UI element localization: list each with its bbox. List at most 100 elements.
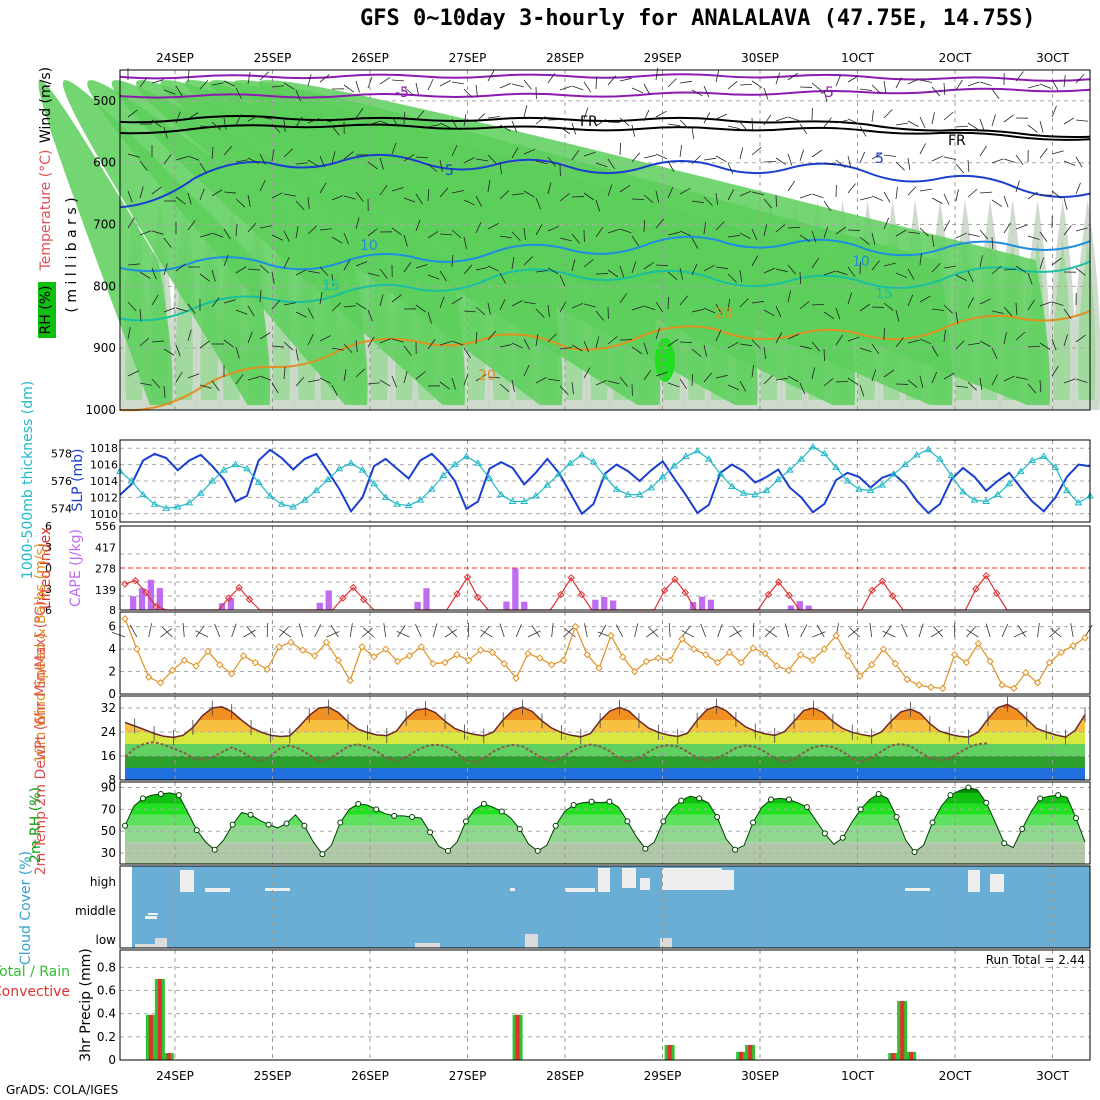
wind-barb: [415, 193, 423, 205]
date-label-top: 30SEP: [741, 51, 779, 65]
cape-bar: [521, 601, 528, 610]
wind-barb: [655, 218, 665, 229]
wind-barb: [715, 192, 719, 205]
wind-barb: [1075, 227, 1088, 232]
wind-speed-point: [405, 652, 414, 660]
wind-barb: [847, 155, 852, 168]
wind-barb: [811, 149, 823, 158]
wind-barb: [883, 262, 896, 267]
cape-bar: [787, 605, 795, 610]
wind-barb: [727, 162, 734, 175]
contour-label: 5: [445, 163, 454, 179]
wind-speed-point: [547, 661, 556, 669]
wind-barb: [1063, 75, 1066, 88]
wind-barb: [487, 180, 491, 193]
li-point: [868, 586, 876, 595]
wind-barb: [1051, 105, 1057, 118]
wind-barb: [943, 220, 950, 232]
wind-barb: [1003, 306, 1013, 317]
surface-wind-barb: [729, 629, 742, 638]
wind-barb: [679, 378, 688, 390]
wind-barb: [187, 155, 200, 161]
surface-wind-barb: [784, 623, 790, 638]
wind-barb: [1039, 342, 1051, 350]
thickness-point: [1028, 456, 1037, 463]
wind-barb: [691, 126, 695, 139]
wind-barb: [799, 300, 810, 310]
wind-barb: [175, 263, 186, 272]
wind-barb: [859, 151, 866, 164]
wind-barb: [751, 255, 759, 267]
wind-speed-point: [950, 650, 959, 659]
wind-speed-point: [488, 648, 497, 657]
wind-speed-point: [216, 661, 224, 669]
slp-tick-label: 1014: [90, 475, 118, 488]
wind-barb: [907, 339, 920, 344]
rh-point: [821, 830, 828, 837]
isotherm-line: [119, 114, 1091, 139]
wind-barb: [547, 304, 550, 317]
wind-barb: [727, 125, 740, 130]
wind-barb: [595, 226, 604, 238]
wind-barb: [463, 114, 467, 127]
wind-barb: [1075, 334, 1086, 343]
li-point: [889, 592, 897, 600]
wind-barb: [139, 271, 151, 279]
wind-barb: [619, 142, 622, 156]
wind-barb: [1015, 224, 1028, 230]
wind-speed-point: [1010, 684, 1018, 693]
wind-barb: [1003, 114, 1014, 123]
cloud-mid-bar: [145, 916, 157, 919]
wind-speed-line: [124, 618, 1086, 690]
wind-barb: [823, 226, 829, 239]
rh-point: [516, 826, 523, 833]
li-point: [245, 595, 254, 604]
wind-barb: [991, 347, 998, 360]
wind-barb: [859, 303, 871, 312]
wind-barb: [883, 109, 893, 119]
wind-barb: [391, 79, 404, 82]
surface-wind-barb: [349, 623, 353, 638]
wind-barb: [487, 376, 500, 379]
rh-point: [175, 792, 182, 799]
wind-barb: [127, 263, 140, 266]
wind-speed-point: [832, 631, 840, 640]
wind-barb: [691, 237, 699, 249]
wind-barb: [619, 117, 630, 127]
wind-barb: [679, 119, 689, 129]
wind-barb: [379, 185, 388, 196]
thickness-point: [450, 460, 459, 468]
wind-speed-point: [749, 644, 757, 652]
footer-credit: GrADS: COLA/IGES: [6, 1083, 119, 1097]
wind-barb: [343, 84, 354, 93]
wind-barb: [559, 301, 567, 313]
wind-barb: [691, 155, 701, 165]
date-label-top: 28SEP: [546, 51, 584, 65]
wind-barb: [871, 232, 876, 245]
wind-barb: [199, 162, 207, 174]
wind-barb: [535, 116, 546, 125]
wind-barb: [787, 180, 796, 192]
precip-frame: [119, 949, 1091, 1061]
rh-shade-moist: [38, 80, 173, 405]
contour-label: 15: [322, 278, 340, 294]
surface-wind-barb: [869, 623, 873, 638]
rh-point: [139, 795, 146, 802]
wind-barb: [667, 271, 678, 281]
wind-barb: [331, 302, 342, 312]
cloud-low-bar: [415, 943, 440, 948]
thickness-point: [289, 502, 298, 510]
thickness-point: [808, 442, 817, 450]
wind-barb: [643, 369, 652, 381]
rh-shade-moist: [184, 80, 758, 405]
wind-speed-point: [1081, 634, 1089, 642]
wind-barb: [439, 296, 445, 309]
temp-tick-label: 16: [101, 749, 116, 763]
wind-barb: [343, 343, 353, 354]
wind-barb: [127, 327, 131, 340]
wind-barb: [1003, 158, 1016, 163]
isotherm-line: [119, 153, 1091, 209]
wind-barb: [619, 228, 632, 234]
rh-point: [319, 851, 326, 858]
wind-barb: [907, 268, 915, 280]
